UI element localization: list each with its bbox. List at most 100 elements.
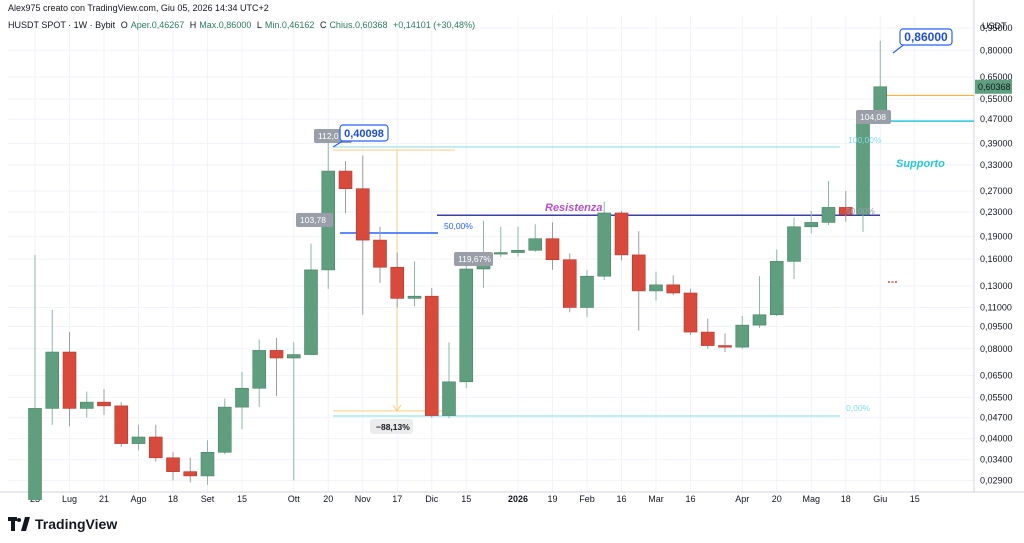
candle-body [235,387,249,408]
candle [683,288,698,335]
pct-badge-2-bg [296,213,333,227]
low-label: L [256,20,262,30]
candle-body [649,284,663,292]
candle-body [407,295,422,299]
candle [493,226,508,258]
candle-body [114,405,129,444]
symbol-label[interactable]: HUSDT SPOT · 1W · Bybit [8,20,116,30]
candle-body [700,331,715,346]
y-tick-label: 0,05500 [980,392,1013,402]
candle-body [528,238,543,251]
candle-body [752,314,767,326]
candle [183,457,198,483]
candle [562,253,577,313]
y-tick-label: 0,80000 [980,45,1013,55]
fib-label-100: 100,00% [848,135,882,145]
candle-body [442,381,456,416]
y-tick-label: 0,03400 [980,455,1013,465]
candle-body [718,345,732,348]
candle [597,201,612,280]
y-tick-label: 0,16000 [980,254,1013,264]
y-tick-label: 0,47000 [980,114,1013,124]
candle-body [200,451,215,477]
candle-body [217,406,232,453]
fib-label-0: 0,00% [846,403,871,413]
candle [511,226,525,257]
candle [235,371,249,430]
x-tick-label: Dic [425,494,438,504]
candle-body [269,350,284,359]
x-tick-label: 21 [99,494,109,504]
y-tick-label: 0,11000 [980,302,1012,312]
low-value: Min.0,46162 [264,20,315,30]
candle [804,210,819,234]
candle [390,252,405,308]
candle [442,342,456,419]
candle [286,342,301,481]
y-tick-label: 0,55000 [980,94,1013,104]
candle-body [338,170,353,189]
pct-badge-4: 104,08 [860,112,886,122]
tradingview-logo-icon [8,517,30,531]
x-tick-label: 2026 [508,494,528,504]
y-tick-label: 0,06500 [980,371,1013,381]
candle [338,161,353,213]
candle [114,402,129,447]
candle-body [631,254,646,292]
candle [752,276,767,328]
candle-body [62,351,77,409]
candle [614,210,629,261]
x-tick-label: Ott [288,494,301,504]
x-tick-label: Lug [62,494,77,504]
candle [649,271,663,301]
price-unit-label: USDT [982,21,1007,31]
candle-body [614,212,629,256]
candle [166,452,180,481]
pct-badge-3: 119,67% [458,254,491,264]
candle-body [683,292,698,333]
candle [269,337,284,397]
tradingview-brand[interactable]: TradingView [8,516,117,532]
candle [304,243,318,356]
candle-body [373,239,387,268]
candle-body [787,226,801,262]
candle-body [459,268,474,383]
y-tick-label: 0,02900 [980,475,1013,485]
candle [838,191,853,222]
current-price-badge: 0,60368 [978,82,1011,92]
candle [787,217,801,280]
x-tick-label: Mar [648,494,664,504]
close-value: Chius.0,60368 [329,20,388,30]
x-tick-label: 18 [168,494,178,504]
x-tick-label: 18 [841,494,851,504]
candle [545,222,560,270]
candle [79,391,94,418]
x-tick-label: 16 [685,494,695,504]
callout-high-price: 0,86000 [904,30,948,44]
resistance-label: Resistenza [545,202,602,214]
y-tick-label: 0,19000 [980,232,1013,242]
callout-high-price-bg [899,28,953,46]
y-tick-label: 0,33000 [980,160,1013,170]
callout-mid-price: 0,40098 [344,128,384,140]
x-tick-label: 19 [547,494,557,504]
x-tick-label: 15 [461,494,471,504]
y-tick-label: 0,23000 [980,207,1013,217]
range-badge-label: −88,13% [376,422,410,432]
close-label: C [319,20,327,30]
candle [45,309,60,425]
candle-body [183,471,198,477]
candle [769,249,784,317]
y-tick-label: 0,95000 [980,23,1013,33]
x-tick-label: 16 [616,494,626,504]
support-label: Supporto [896,158,945,170]
candle-body [304,269,318,355]
candle [631,231,646,331]
candle-body [424,295,439,416]
change-value: +0,14101 (+30,48%) [393,20,476,30]
x-tick-label: Nov [355,494,372,504]
range-arrow-icon [392,404,402,412]
y-tick-label: 0,65000 [980,72,1013,82]
x-tick-label: 20 [323,494,333,504]
